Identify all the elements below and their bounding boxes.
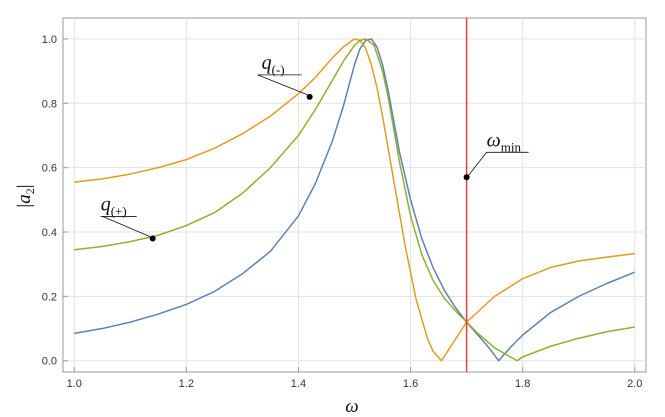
annotation-point — [463, 174, 470, 181]
y-axis-label-bar-left: | — [14, 204, 35, 208]
annotation-subscript: (+) — [111, 203, 127, 218]
grid — [63, 18, 646, 372]
x-tick-label: 2.0 — [627, 378, 642, 390]
annotation-point — [306, 93, 313, 100]
annotation-point — [149, 235, 156, 242]
y-tick-label: 0.8 — [42, 98, 57, 110]
annotation-subscript: min — [501, 139, 522, 154]
annotation-leader-line — [102, 216, 150, 237]
annotation-label: ωmin — [487, 129, 522, 154]
y-tick-label: 0.0 — [42, 356, 57, 368]
annotations: q(-)q(+)ωmin — [100, 52, 529, 242]
x-tick-label: 1.8 — [515, 378, 530, 390]
x-axis-label: ω — [345, 396, 358, 417]
y-tick-label: 0.4 — [42, 227, 57, 239]
x-tick-label: 1.2 — [179, 378, 194, 390]
y-tick-label: 0.6 — [42, 163, 57, 175]
x-tick-label: 1.6 — [403, 378, 418, 390]
plot-frame — [62, 17, 647, 373]
series-line-1 — [74, 38, 636, 362]
series-line-2 — [74, 38, 635, 362]
annotation-leader-line — [468, 152, 487, 176]
y-axis-label-symbol: a — [14, 194, 35, 204]
annotation-symbol: ω — [487, 129, 501, 151]
y-axis-label: |a2| — [14, 184, 37, 207]
annotation-symbol: q — [101, 193, 111, 215]
x-tick-label: 1.0 — [67, 378, 82, 390]
series-line-3 — [74, 38, 635, 362]
annotation-label: q(+) — [101, 193, 127, 218]
y-axis-label-subscript: 2 — [23, 188, 37, 194]
annotation-symbol: q — [262, 52, 272, 74]
y-tick-label: 0.2 — [42, 291, 57, 303]
axis-ticks: 1.0 1.2 1.4 1.6 1.8 2.0 0.0 0.2 0.4 0.6 0.8 1.0 — [42, 34, 643, 390]
y-tick-label: 1.0 — [42, 34, 57, 46]
annotation-subscript: (-) — [272, 62, 285, 77]
x-tick-label: 1.4 — [291, 378, 306, 390]
y-axis-label-bar-right: | — [14, 184, 35, 188]
series-group — [74, 38, 636, 362]
annotation-label: q(-) — [262, 52, 285, 77]
annotation-leader-line — [257, 74, 308, 96]
